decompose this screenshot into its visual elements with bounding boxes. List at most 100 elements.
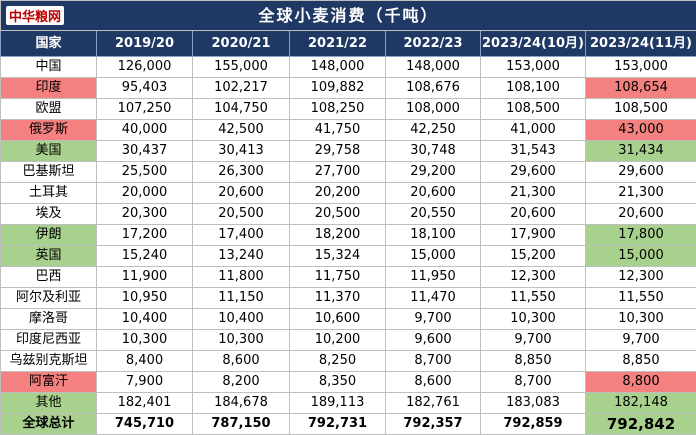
value-cell: 29,600 (586, 162, 696, 183)
value-cell: 30,437 (97, 141, 193, 162)
header-cell: 2022/23 (386, 31, 481, 57)
value-cell: 40,000 (97, 120, 193, 141)
header-cell: 2021/22 (290, 31, 386, 57)
value-cell: 10,300 (193, 330, 290, 351)
value-cell: 29,200 (386, 162, 481, 183)
country-cell: 巴西 (1, 267, 97, 288)
country-cell: 伊朗 (1, 225, 97, 246)
value-cell: 20,300 (97, 204, 193, 225)
value-cell: 11,750 (290, 267, 386, 288)
value-cell: 745,710 (97, 414, 193, 435)
value-cell: 792,357 (386, 414, 481, 435)
value-cell: 18,200 (290, 225, 386, 246)
value-cell: 10,400 (97, 309, 193, 330)
value-cell: 20,600 (586, 204, 696, 225)
value-cell: 126,000 (97, 57, 193, 78)
value-cell: 26,300 (193, 162, 290, 183)
value-cell: 17,800 (586, 225, 696, 246)
value-cell: 20,600 (193, 183, 290, 204)
value-cell: 792,731 (290, 414, 386, 435)
header-cell: 2020/21 (193, 31, 290, 57)
value-cell: 31,543 (481, 141, 586, 162)
value-cell: 15,324 (290, 246, 386, 267)
value-cell: 15,000 (386, 246, 481, 267)
value-cell: 17,400 (193, 225, 290, 246)
value-cell: 30,413 (193, 141, 290, 162)
value-cell: 8,850 (586, 351, 696, 372)
value-cell: 8,600 (193, 351, 290, 372)
value-cell: 10,300 (481, 309, 586, 330)
value-cell: 8,800 (586, 372, 696, 393)
value-cell: 8,850 (481, 351, 586, 372)
value-cell: 108,676 (386, 78, 481, 99)
value-cell: 108,654 (586, 78, 696, 99)
value-cell: 9,600 (386, 330, 481, 351)
value-cell: 27,700 (290, 162, 386, 183)
value-cell: 41,000 (481, 120, 586, 141)
value-cell: 8,200 (193, 372, 290, 393)
value-cell: 10,400 (193, 309, 290, 330)
value-cell: 30,748 (386, 141, 481, 162)
value-cell: 182,148 (586, 393, 696, 414)
value-cell: 11,550 (586, 288, 696, 309)
value-cell: 21,300 (586, 183, 696, 204)
value-cell: 183,083 (481, 393, 586, 414)
value-cell: 11,550 (481, 288, 586, 309)
value-cell: 17,200 (97, 225, 193, 246)
header-cell: 国家 (1, 31, 97, 57)
country-cell: 埃及 (1, 204, 97, 225)
value-cell: 184,678 (193, 393, 290, 414)
value-cell: 104,750 (193, 99, 290, 120)
value-cell: 20,500 (290, 204, 386, 225)
value-cell: 9,700 (586, 330, 696, 351)
value-cell: 108,000 (386, 99, 481, 120)
country-cell: 欧盟 (1, 99, 97, 120)
country-cell: 英国 (1, 246, 97, 267)
country-cell: 俄罗斯 (1, 120, 97, 141)
value-cell: 29,758 (290, 141, 386, 162)
table-title: 全球小麦消费（千吨） (1, 1, 696, 31)
value-cell: 20,600 (386, 183, 481, 204)
header-cell: 2023/24(11月) (586, 31, 696, 57)
value-cell: 25,500 (97, 162, 193, 183)
country-cell: 乌兹别克斯坦 (1, 351, 97, 372)
value-cell: 11,950 (386, 267, 481, 288)
value-cell: 17,900 (481, 225, 586, 246)
value-cell: 153,000 (586, 57, 696, 78)
value-cell: 7,900 (97, 372, 193, 393)
value-cell: 108,500 (481, 99, 586, 120)
value-cell: 21,300 (481, 183, 586, 204)
country-cell: 巴基斯坦 (1, 162, 97, 183)
title-row: 全球小麦消费（千吨） (1, 1, 696, 31)
value-cell: 10,300 (97, 330, 193, 351)
value-cell: 15,240 (97, 246, 193, 267)
value-cell: 153,000 (481, 57, 586, 78)
value-cell: 12,300 (481, 267, 586, 288)
country-cell: 阿尔及利亚 (1, 288, 97, 309)
value-cell: 29,600 (481, 162, 586, 183)
value-cell: 109,882 (290, 78, 386, 99)
value-cell: 792,859 (481, 414, 586, 435)
value-cell: 43,000 (586, 120, 696, 141)
value-cell: 20,000 (97, 183, 193, 204)
value-cell: 31,434 (586, 141, 696, 162)
value-cell: 9,700 (481, 330, 586, 351)
value-cell: 13,240 (193, 246, 290, 267)
country-cell: 印度 (1, 78, 97, 99)
value-cell: 11,470 (386, 288, 481, 309)
value-cell: 148,000 (290, 57, 386, 78)
value-cell: 10,200 (290, 330, 386, 351)
